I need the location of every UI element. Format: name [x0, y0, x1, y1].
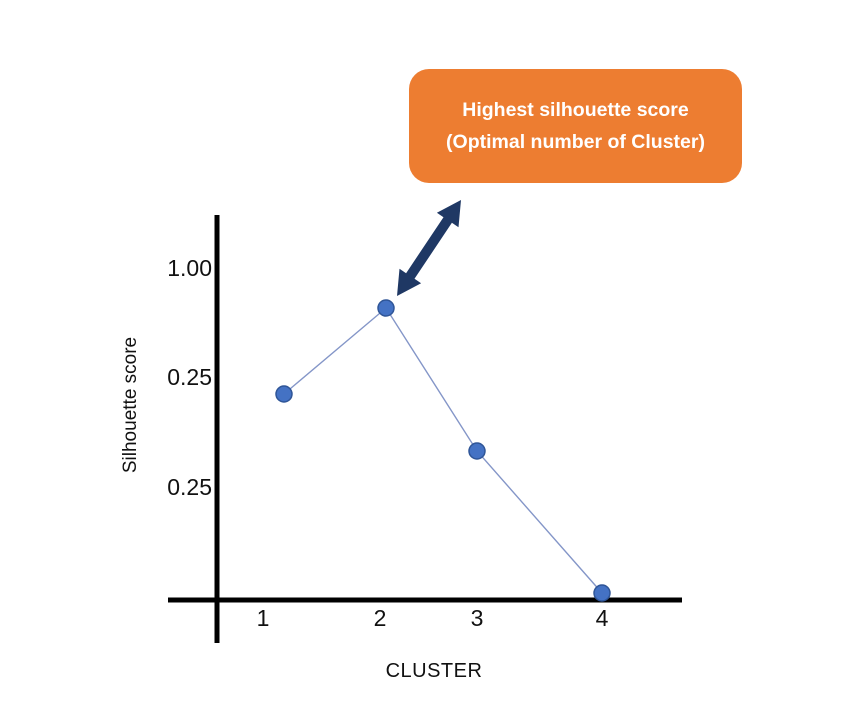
y-tick-label-1: 1.00 — [167, 255, 212, 281]
data-point-cluster-2 — [377, 299, 395, 317]
data-point-cluster-1 — [275, 385, 293, 403]
callout-highest-score: Highest silhouette score (Optimal number… — [409, 69, 742, 183]
data-point-cluster-3 — [468, 442, 486, 460]
x-axis-line — [168, 597, 682, 603]
x-axis-title: CLUSTER — [385, 660, 483, 682]
x-tick-label-2: 2 — [373, 605, 387, 631]
x-tick-label-4: 4 — [595, 605, 609, 631]
x-tick-label-3: 3 — [470, 605, 484, 631]
series-line — [283, 306, 603, 594]
y-tick-label-3: 0.25 — [167, 474, 212, 500]
annotation-arrow — [397, 200, 461, 296]
data-points — [275, 299, 611, 602]
y-axis-line — [214, 215, 220, 643]
x-tick-label-1: 1 — [256, 605, 270, 631]
data-point-cluster-4 — [593, 584, 611, 602]
y-axis-title: Silhouette score — [120, 336, 141, 474]
callout-line-2: (Optimal number of Cluster) — [446, 131, 705, 153]
y-tick-label-2: 0.25 — [167, 364, 212, 390]
callout-line-1: Highest silhouette score — [462, 99, 689, 121]
